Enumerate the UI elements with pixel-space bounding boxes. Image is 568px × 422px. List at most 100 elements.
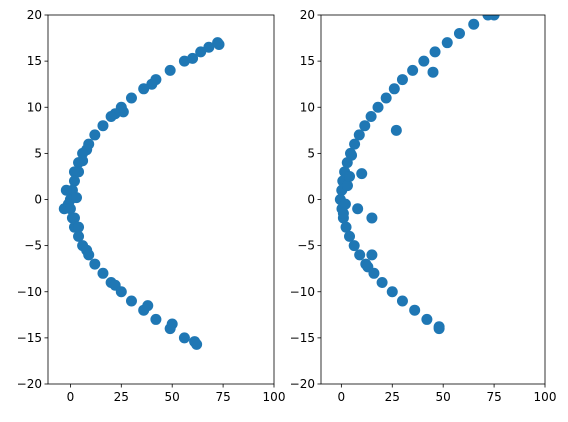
point [68, 166, 80, 178]
point [407, 64, 419, 76]
point [73, 230, 85, 242]
point [380, 92, 392, 104]
point [441, 37, 453, 49]
point [89, 258, 101, 270]
point [396, 74, 408, 86]
y-tick-label: 5 [34, 146, 42, 160]
point [427, 66, 439, 78]
point [125, 295, 137, 307]
x-tick-label: 100 [263, 390, 286, 404]
y-tick-label: −10 [17, 285, 42, 299]
point [376, 277, 388, 289]
point [359, 120, 371, 132]
point [64, 203, 76, 215]
point [138, 83, 150, 95]
point [409, 304, 421, 316]
point [468, 18, 480, 30]
y-tick-label: −5 [24, 239, 42, 253]
points [58, 37, 225, 350]
y-tick-label: −15 [17, 331, 42, 345]
point [195, 46, 207, 58]
point [73, 157, 85, 169]
point [164, 64, 176, 76]
point [68, 212, 80, 224]
point [354, 249, 366, 261]
point [337, 207, 349, 219]
y-tick-label: 0 [307, 193, 315, 207]
point [203, 41, 215, 53]
point [97, 120, 109, 132]
point [341, 157, 353, 169]
point [125, 92, 137, 104]
point [83, 249, 95, 261]
point [386, 286, 398, 298]
point [433, 323, 445, 335]
point [365, 110, 377, 122]
x-tick-label: 50 [436, 390, 451, 404]
point [396, 295, 408, 307]
point [366, 249, 378, 261]
y-tick-label: −20 [290, 377, 315, 391]
y-tick-label: 20 [300, 8, 315, 22]
point [340, 221, 352, 233]
point [388, 83, 400, 95]
x-tick-label: 100 [534, 390, 557, 404]
point [344, 230, 356, 242]
points [334, 15, 500, 335]
y-tick-label: −20 [17, 377, 42, 391]
point [166, 318, 178, 330]
point [366, 212, 378, 224]
point [150, 313, 162, 325]
point [146, 78, 158, 90]
y-tick-label: 15 [27, 54, 42, 68]
point [213, 39, 225, 51]
x-tick-label: 75 [486, 390, 501, 404]
point [368, 267, 380, 279]
point [372, 101, 384, 113]
y-tick-label: 5 [307, 146, 315, 160]
point [97, 267, 109, 279]
y-tick-label: 0 [34, 193, 42, 207]
subplot: 0 25 50 75 100 −20 −15 −10 −5 0 5 10 15 20 [17, 8, 286, 404]
point [178, 332, 190, 344]
point [488, 15, 500, 21]
x-tick-label: 75 [215, 390, 230, 404]
point [344, 170, 356, 182]
point [453, 27, 465, 39]
point [189, 336, 201, 348]
y-tick-label: −15 [290, 331, 315, 345]
y-tick-label: 10 [27, 100, 42, 114]
subplot: 0 25 50 75 100 −20 −15 −10 −5 0 5 10 15 20 [290, 8, 557, 404]
point [71, 192, 83, 204]
x-tick-label: 25 [385, 390, 400, 404]
x-tick-label: 50 [165, 390, 180, 404]
point [73, 221, 85, 233]
point [142, 300, 154, 312]
point [429, 46, 441, 58]
x-tick-label: 25 [114, 390, 129, 404]
y-tick-label: 20 [27, 8, 42, 22]
point [418, 55, 430, 67]
point [349, 138, 361, 150]
axes-frame [47, 14, 275, 385]
y-tick-label: −10 [290, 285, 315, 299]
y-tick-label: 15 [300, 54, 315, 68]
point [115, 286, 127, 298]
point [390, 124, 402, 136]
y-tick-label: 10 [300, 100, 315, 114]
point [339, 198, 351, 210]
point [421, 313, 433, 325]
y-tick-label: −5 [297, 239, 315, 253]
x-tick-label: 0 [67, 390, 75, 404]
point [105, 110, 117, 122]
point [68, 175, 80, 187]
point [89, 129, 101, 141]
point [353, 129, 365, 141]
point [348, 240, 360, 252]
point [356, 168, 368, 180]
point [352, 203, 364, 215]
point [187, 52, 199, 64]
point [341, 180, 353, 192]
x-tick-label: 0 [338, 390, 346, 404]
